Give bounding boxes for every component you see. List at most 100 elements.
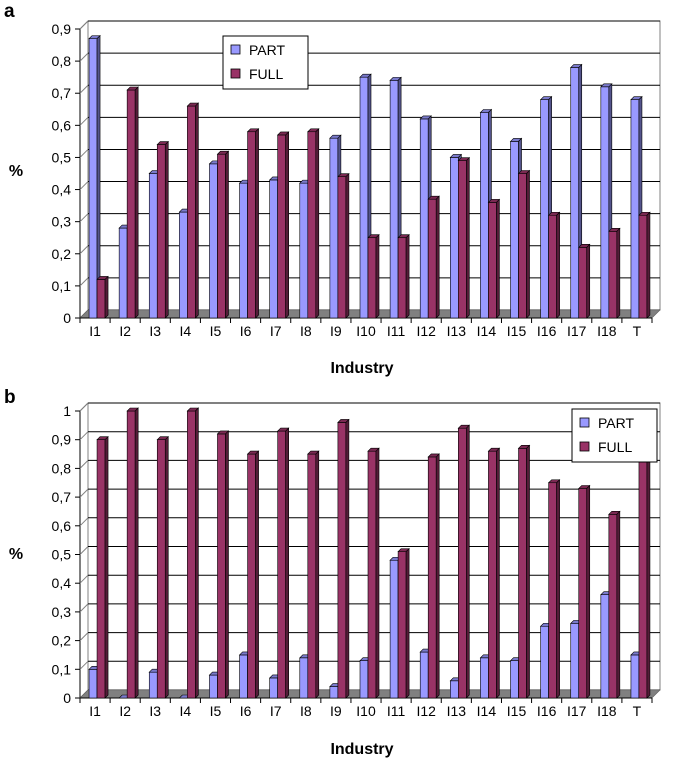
x-tick-label: I6: [240, 703, 252, 719]
y-tick-label: 0: [63, 690, 71, 706]
x-tick-label: I13: [447, 703, 467, 719]
gridline-diagonal: [79, 181, 89, 190]
x-tick-label: I15: [507, 703, 527, 719]
legend-swatch-part: [579, 417, 590, 428]
x-tick-label: I10: [356, 323, 376, 339]
bar-full-i1: [96, 435, 109, 699]
x-tick-label: I4: [180, 323, 192, 339]
bar-full-i9: [337, 418, 350, 699]
bar-full-t: [638, 453, 651, 699]
bar-full-i17: [578, 243, 591, 319]
x-tick-label: I3: [149, 323, 161, 339]
y-tick-label: 0,2: [52, 246, 72, 262]
bar-full-i7: [276, 427, 290, 699]
bar-full-i14: [487, 447, 501, 699]
x-tick-label: I1: [89, 703, 101, 719]
panel-label: a: [4, 1, 15, 22]
x-tick-label: I18: [597, 323, 617, 339]
x-tick-label: I9: [330, 323, 342, 339]
y-tick-label: 0,6: [52, 117, 72, 133]
x-tick-label: I16: [537, 703, 557, 719]
legend-swatch-full: [230, 68, 241, 79]
gridline-diagonal: [79, 116, 89, 126]
y-tick-label: 0,4: [52, 182, 72, 198]
y-tick-label: 0,9: [52, 21, 72, 37]
x-axis-title: Industry: [330, 741, 393, 758]
x-tick-label: I14: [477, 323, 497, 339]
gridline-diagonal: [79, 517, 89, 527]
x-tick-label: I7: [270, 323, 282, 339]
bar-full-i4: [186, 407, 200, 699]
x-tick-label: T: [633, 323, 642, 339]
bar-full-i1: [96, 275, 109, 319]
bar-full-i5: [216, 150, 230, 319]
gridline-diagonal: [79, 20, 89, 30]
bar-full-i2: [126, 407, 139, 699]
y-tick-label: 0,8: [52, 460, 72, 476]
gridline-diagonal: [79, 574, 89, 584]
x-tick-label: I6: [240, 323, 252, 339]
bar-full-i10: [367, 447, 380, 699]
legend: PART FULL: [571, 408, 658, 463]
legend-swatch-full: [579, 441, 590, 452]
legend-label-full: FULL: [598, 439, 632, 455]
legend-swatch-part: [230, 44, 241, 55]
gridline-diagonal: [79, 660, 89, 670]
gridline-diagonal: [79, 84, 89, 94]
x-tick-label: I11: [387, 323, 406, 339]
x-tick-label: I13: [447, 323, 467, 339]
gridline-diagonal: [79, 402, 89, 412]
x-tick-label: I14: [477, 703, 497, 719]
x-tick-label: I18: [597, 703, 617, 719]
gridline-diagonal: [79, 277, 89, 287]
x-tick-label: I17: [567, 703, 587, 719]
x-tick-label: I2: [119, 703, 131, 719]
y-tick-label: 0,3: [52, 214, 72, 230]
bar-full-i16: [547, 211, 561, 319]
y-tick-label: 0,4: [52, 575, 72, 591]
x-tick-label: I16: [537, 323, 557, 339]
y-tick-label: 0,7: [52, 489, 72, 505]
y-tick-label: 0,6: [52, 518, 72, 534]
bar-full-i2: [126, 86, 139, 319]
y-tick-label: 0,5: [52, 149, 72, 165]
x-tick-label: I3: [149, 703, 161, 719]
panel-label: b: [4, 387, 16, 408]
bar-full-i3: [156, 140, 169, 319]
y-tick-label: 0,9: [52, 432, 72, 448]
legend-label-part: PART: [598, 415, 634, 431]
x-tick-label: I11: [387, 703, 406, 719]
x-tick-label: I5: [210, 323, 222, 339]
legend-label-full: FULL: [249, 66, 283, 82]
bar-full-i13: [457, 424, 471, 699]
chart-panel-a: a 0 0,1 0,2 0,3 0,4 0,5 0,6 0,7 0,8 0,9 I1 I2 I3 I4 I5 I…: [4, 1, 661, 377]
gridline-diagonal: [79, 52, 89, 62]
x-tick-label: I15: [507, 323, 527, 339]
x-tick-label: I10: [356, 703, 376, 719]
y-axis-title: %: [9, 163, 23, 180]
bar-full-i6: [246, 128, 260, 319]
x-tick-label: I17: [567, 323, 587, 339]
bar-full-i4: [186, 102, 200, 319]
x-tick-label: I8: [300, 323, 312, 339]
x-tick-label: I9: [330, 703, 342, 719]
x-tick-label: I5: [210, 703, 222, 719]
x-tick-label: T: [633, 703, 642, 719]
x-tick-label: I7: [270, 703, 282, 719]
bar-full-i18: [608, 227, 621, 319]
bar-full-i12: [427, 195, 440, 319]
bar-full-i17: [578, 484, 591, 699]
bar-full-i15: [517, 169, 531, 319]
y-tick-label: 0: [63, 310, 71, 326]
gridline-diagonal: [79, 488, 89, 498]
x-tick-label: I1: [89, 323, 101, 339]
gridline-diagonal: [79, 632, 89, 641]
bar-full-i13: [457, 156, 471, 319]
gridline-diagonal: [79, 460, 89, 469]
y-tick-label: 0,2: [52, 633, 72, 649]
gridline-diagonal: [79, 603, 89, 613]
bar-full-t: [638, 211, 651, 319]
bar-full-i15: [517, 444, 531, 699]
y-tick-label: 0,8: [52, 53, 72, 69]
